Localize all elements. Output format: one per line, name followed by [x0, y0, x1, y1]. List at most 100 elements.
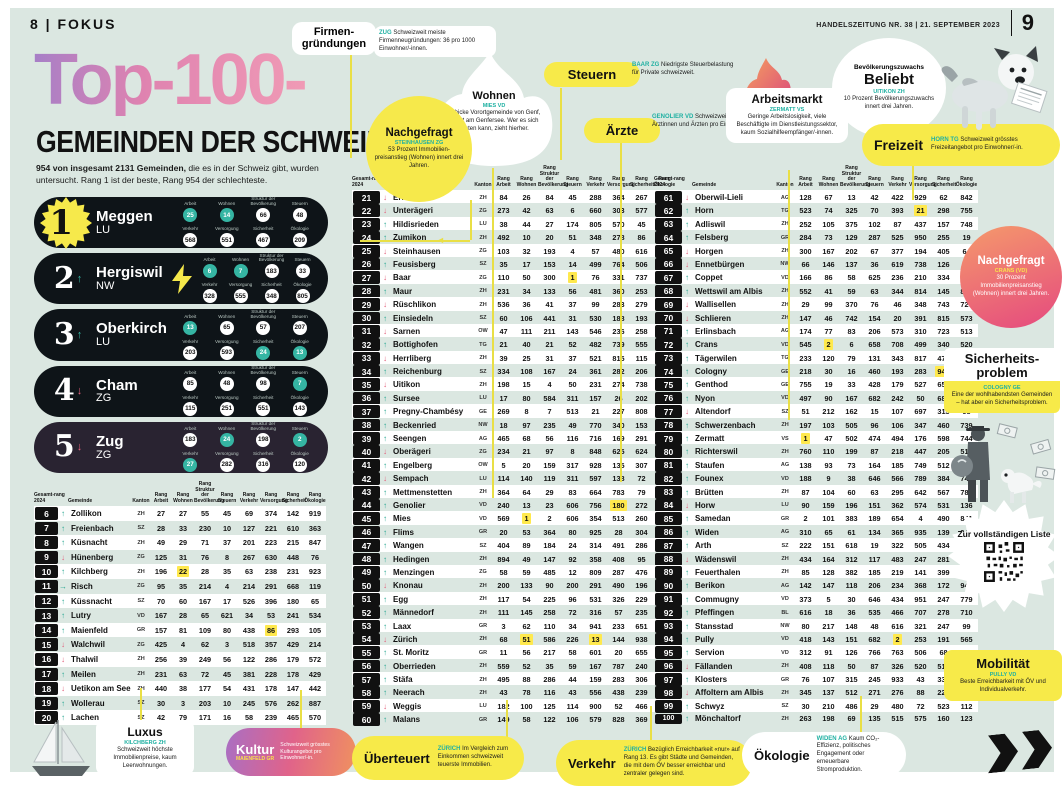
rank-badge: 67	[655, 271, 682, 285]
municipality-name: Laax	[393, 621, 412, 631]
canton-code: ZH	[781, 569, 789, 576]
rank-value: 485	[543, 567, 556, 577]
rank-badge: 73	[655, 351, 682, 365]
rank-value: 1	[801, 433, 810, 445]
rank-value: 89	[522, 541, 531, 551]
rank-value: 108	[520, 367, 533, 377]
rank-down-icon: ↓	[383, 581, 387, 591]
rank-value: 147	[286, 684, 300, 694]
table-row: 64 ↑ Felsberg GR 284 73 129 287 525 950 255 19	[654, 230, 978, 245]
rank-value: 76	[200, 552, 210, 562]
qr-code[interactable]	[984, 542, 1024, 583]
rank-badge: 57	[353, 673, 380, 687]
callout-beliebt: Bevölkerungszuwachs Beliebt UITIKON ZH 1…	[832, 38, 946, 138]
rank-value: 408	[612, 554, 625, 564]
rank-value: 263	[799, 714, 812, 724]
column-header: Rang Arbeit	[496, 176, 511, 188]
rank-badge: 51	[353, 592, 380, 606]
rank-badge: 11	[35, 579, 58, 593]
municipality-name: Neerach	[393, 688, 425, 698]
municipality-name: Erlinsbach	[695, 326, 736, 336]
metric-label: Steuern	[291, 313, 308, 319]
rank-value: 630	[264, 552, 278, 562]
rank-value: 383	[845, 514, 858, 524]
rank-badge: 80	[655, 445, 682, 459]
top5-name-block: Oberkirch LU	[96, 321, 172, 348]
rank-value: 847	[308, 538, 322, 548]
rank-up-icon: ↑	[685, 420, 689, 430]
rank-value: 236	[612, 326, 625, 336]
rank-value: 408	[799, 661, 812, 671]
rank-value: 231	[589, 380, 602, 390]
rank-badge: 98	[655, 686, 682, 700]
rank-value: 200	[566, 581, 579, 591]
rank-value: 48	[870, 621, 879, 631]
rank-value: 575	[914, 714, 927, 724]
rank-value: 31	[545, 353, 554, 363]
rank-value: 193	[891, 367, 904, 377]
rank-value: 566	[891, 474, 904, 484]
municipality-name: Hedingen	[393, 554, 430, 564]
rank-value: 625	[612, 447, 625, 457]
canton-code: OW	[478, 462, 488, 469]
canton-code: VD	[479, 502, 487, 509]
rank-value: 312	[845, 554, 858, 564]
rank-value: 218	[891, 447, 904, 457]
chevron-arrows-icon	[988, 729, 1052, 774]
qr-callout[interactable]: Zur vollständigen Liste	[948, 500, 1060, 612]
rank-value: 364	[497, 487, 510, 497]
rank-value: 214	[308, 640, 322, 650]
rank-value: 357	[264, 640, 278, 650]
canton-code: ZH	[781, 556, 789, 563]
rank-value: 321	[914, 621, 927, 631]
top5-card-zug: 5 ↓ Zug ZG Arbeit 183 Wohnen 24 Struktur der Bev…	[34, 421, 328, 474]
callout-steuern-tag: BAAR ZG	[632, 62, 660, 68]
rank-value: 707	[914, 608, 927, 618]
rank-up-icon: ↑	[383, 367, 387, 377]
metric-cell: Arbeit 6	[194, 254, 225, 279]
table-row: 80 ↑ Richterswil ZH 760 110 199 87 218 447 205 513	[654, 444, 978, 459]
rank-badge: 29	[353, 298, 380, 312]
column-header: Rang Struktur der Bevölkerung	[194, 481, 225, 504]
rank-value: 214	[242, 581, 256, 591]
rank-value: 646	[868, 474, 881, 484]
rank-value: 140	[520, 474, 533, 484]
top5-rank: 5	[53, 429, 75, 465]
rank-value: 206	[868, 326, 881, 336]
rank-value: 34	[244, 611, 254, 621]
rank-value: 141	[914, 567, 927, 577]
rank-value: 298	[937, 206, 950, 216]
rank-up-icon: ↑	[76, 272, 83, 285]
table-row: 35↓UitikonZH19815450231274738950	[352, 377, 676, 392]
rank-value: 465	[497, 434, 510, 444]
rank-down-icon: ↓	[383, 300, 387, 310]
rank-value: 6	[570, 206, 575, 216]
rank-value: 335	[932, 675, 955, 684]
municipality-name: Cham	[96, 376, 138, 394]
rank-value: 559	[497, 661, 510, 671]
rank-value: 242	[891, 393, 904, 403]
table-row: 6 ↑ Zollikon ZH 27 27 55 45 69 374 142 919	[34, 506, 326, 521]
rank-up-icon: ↑	[383, 541, 387, 551]
metric-cell: Versorgung 282	[209, 448, 246, 472]
rank-value: 577	[635, 206, 648, 216]
rank-value: 122	[543, 715, 556, 725]
rank-value: 247	[937, 594, 950, 604]
rank-down-icon: ↓	[685, 313, 689, 323]
rank-value: 45	[222, 669, 232, 679]
canton-code: ZH	[137, 568, 145, 575]
callout-beliebt-kicker: Bevölkerungszuwachs	[853, 64, 925, 72]
rank-value: 748	[960, 219, 973, 229]
municipality-name: Knonau	[393, 581, 423, 591]
metric-label: Wohnen	[218, 201, 236, 207]
rank-value: 943	[932, 366, 955, 378]
table-row: 91 ↑ Commugny VD 373 5 30 646 434 951 247 779	[654, 591, 978, 606]
rank-value: 80	[222, 625, 232, 635]
rank-badge: 94	[655, 632, 682, 646]
rank-up-icon: ↑	[383, 233, 387, 243]
rank-value: 276	[891, 688, 904, 698]
rank-value: 67	[824, 193, 833, 202]
canton-code: ZH	[479, 596, 487, 603]
rank-value: 606	[566, 514, 579, 524]
rank-value: 345	[799, 688, 812, 698]
